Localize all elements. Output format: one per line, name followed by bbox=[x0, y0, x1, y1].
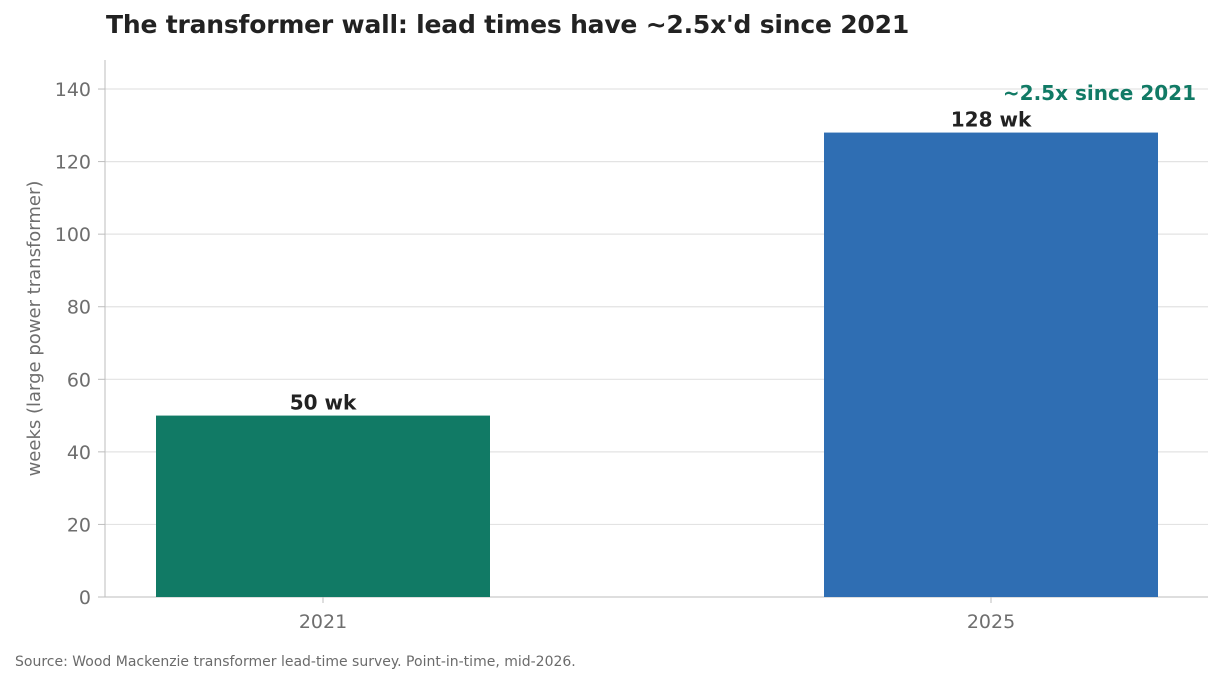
growth-annotation: ~2.5x since 2021 bbox=[1003, 81, 1196, 105]
y-tick-label: 120 bbox=[55, 152, 91, 174]
labels: 50 wk 128 wk ~2.5x since 2021 bbox=[290, 81, 1196, 415]
x-tick-label: 2021 bbox=[299, 611, 347, 633]
y-tick-label: 100 bbox=[55, 224, 91, 246]
y-tick-label: 60 bbox=[67, 369, 91, 391]
chart-title: The transformer wall: lead times have ~2… bbox=[106, 10, 910, 39]
y-tick-label: 140 bbox=[55, 79, 91, 101]
axes: 0 20 40 60 80 100 120 140 weeks (large power tra… bbox=[24, 60, 1208, 633]
bar-2021 bbox=[156, 415, 490, 597]
y-tick-label: 40 bbox=[67, 442, 91, 464]
bar-value-label: 128 wk bbox=[951, 108, 1032, 132]
y-axis-title: weeks (large power transformer) bbox=[24, 181, 45, 477]
bar-value-label: 50 wk bbox=[290, 391, 357, 415]
bar-2025 bbox=[824, 132, 1158, 597]
source-note: Source: Wood Mackenzie transformer lead-… bbox=[15, 654, 576, 670]
y-tick-label: 20 bbox=[67, 514, 91, 536]
bars bbox=[156, 132, 1158, 597]
y-tick-label: 80 bbox=[67, 297, 91, 319]
y-tick-label: 0 bbox=[79, 587, 91, 609]
x-tick-label: 2025 bbox=[967, 611, 1015, 633]
